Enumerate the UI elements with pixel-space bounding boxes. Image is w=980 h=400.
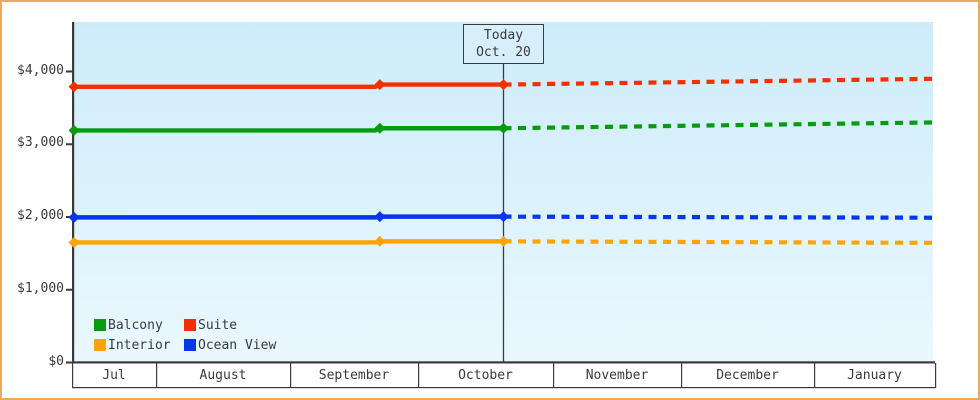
month-divider	[418, 363, 420, 388]
month-label-october: October	[458, 368, 513, 383]
data-point-marker-suite	[498, 79, 509, 91]
month-divider	[935, 363, 937, 388]
y-tick-label: $0	[48, 353, 64, 369]
legend-swatch-balcony-icon	[94, 319, 106, 331]
month-divider	[290, 363, 292, 388]
series-line-interior	[74, 239, 504, 245]
month-divider	[72, 363, 74, 388]
x-axis-line	[72, 361, 935, 364]
month-divider	[681, 363, 683, 388]
y-tick	[66, 143, 74, 146]
y-tick-label: $4,000	[17, 62, 64, 78]
y-axis-line	[72, 22, 75, 364]
series-line-suite	[74, 82, 504, 89]
month-label-november: November	[585, 368, 649, 383]
series-line-ocean-view	[74, 214, 504, 220]
y-tick-label: $1,000	[17, 280, 64, 296]
y-tick-label: $2,000	[17, 208, 64, 223]
month-label-jul: Jul	[102, 368, 126, 383]
month-divider	[156, 363, 158, 388]
data-point-marker-interior	[498, 235, 509, 247]
data-point-marker-ocean-view	[374, 211, 386, 223]
legend-item-interior: Interior	[94, 335, 184, 355]
y-tick	[66, 70, 74, 73]
month-divider	[814, 363, 816, 388]
data-point-marker-balcony	[374, 122, 386, 134]
data-point-marker-ocean-view	[498, 211, 509, 223]
legend-item-ocean-view: Ocean View	[184, 335, 276, 355]
y-tick	[66, 361, 74, 364]
month-divider	[553, 363, 555, 388]
series-line-balcony	[74, 126, 504, 133]
today-date: Oct. 20	[476, 45, 531, 60]
legend-label-balcony: Balcony	[108, 317, 163, 333]
legend-swatch-suite-icon	[184, 319, 196, 331]
legend-swatch-interior-icon	[94, 339, 106, 351]
legend: Balcony Suite Interior Ocean View	[94, 315, 276, 355]
month-label-august: August	[199, 368, 247, 383]
month-label-september: September	[318, 368, 390, 383]
y-tick	[66, 288, 74, 291]
legend-item-suite: Suite	[184, 315, 276, 335]
legend-item-balcony: Balcony	[94, 315, 184, 335]
data-point-marker-ocean-view	[68, 211, 80, 223]
legend-label-suite: Suite	[198, 317, 238, 333]
month-label-january: January	[847, 368, 902, 383]
today-marker-box: Today Oct. 20	[463, 24, 544, 64]
legend-label-interior: Interior	[108, 337, 171, 353]
data-point-marker-interior	[374, 235, 386, 247]
data-point-marker-suite	[68, 81, 80, 93]
data-point-marker-balcony	[68, 124, 80, 136]
data-point-marker-suite	[374, 79, 386, 91]
legend-swatch-ocean-view-icon	[184, 339, 196, 351]
legend-label-ocean-view: Ocean View	[198, 337, 277, 353]
data-point-marker-interior	[68, 236, 80, 248]
today-label: Today	[483, 28, 524, 43]
month-row-bottom-border	[72, 387, 935, 389]
data-point-marker-balcony	[498, 122, 509, 134]
y-tick-label: $3,000	[17, 135, 64, 151]
month-label-december: December	[716, 368, 779, 383]
